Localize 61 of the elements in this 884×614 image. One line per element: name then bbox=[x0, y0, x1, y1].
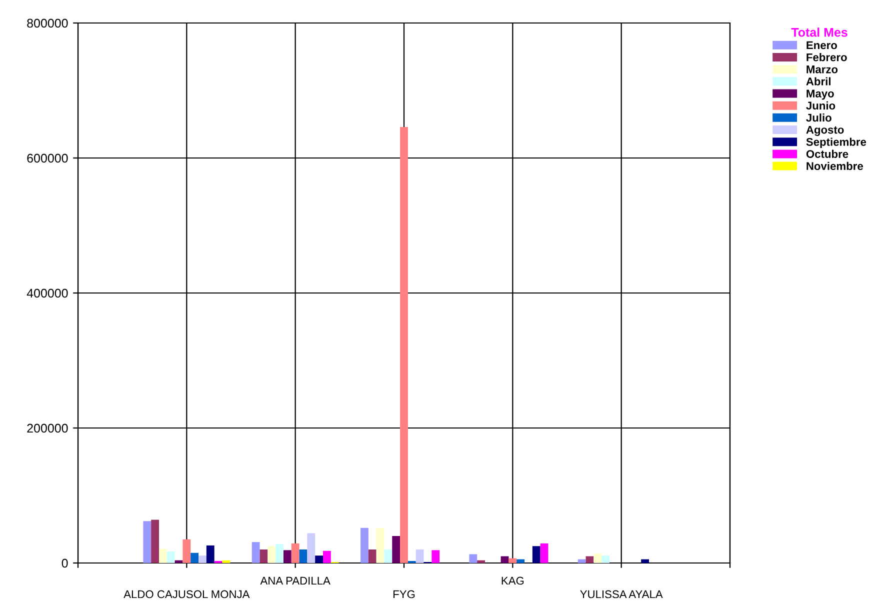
bar bbox=[291, 543, 300, 563]
bar bbox=[477, 560, 486, 563]
bar bbox=[283, 550, 292, 563]
bar bbox=[276, 544, 284, 563]
bar bbox=[222, 560, 230, 563]
bar bbox=[299, 550, 308, 563]
bar bbox=[532, 546, 540, 563]
bar bbox=[268, 546, 276, 563]
bar bbox=[252, 542, 260, 563]
bar bbox=[416, 550, 424, 563]
legend-label: Noviembre bbox=[806, 162, 863, 170]
legend-label: Mayo bbox=[806, 90, 834, 100]
legend-label: Octubre bbox=[806, 150, 848, 158]
legend-label: Agosto bbox=[806, 126, 844, 136]
y-tick-label: 400000 bbox=[26, 288, 68, 298]
bar bbox=[143, 521, 152, 563]
bar bbox=[307, 533, 316, 563]
y-tick-label: 600000 bbox=[27, 154, 68, 163]
x-tick-label: FYG bbox=[393, 590, 415, 598]
bar bbox=[602, 556, 610, 563]
bar bbox=[500, 556, 509, 563]
bar bbox=[540, 543, 548, 563]
bar bbox=[206, 545, 214, 563]
bar bbox=[322, 550, 331, 563]
bar bbox=[190, 552, 199, 563]
bar bbox=[384, 550, 392, 563]
legend-label: Marzo bbox=[806, 66, 838, 74]
bar bbox=[198, 556, 206, 563]
x-tick-label: KAG bbox=[502, 576, 524, 585]
bar bbox=[578, 559, 586, 563]
bar bbox=[400, 126, 408, 563]
legend-title: Total Mes bbox=[791, 28, 848, 37]
legend-label: Septiembre bbox=[806, 138, 866, 148]
bar bbox=[151, 520, 160, 563]
bar bbox=[594, 554, 602, 563]
bar bbox=[586, 556, 594, 563]
x-tick-label: ANA PADILLA bbox=[260, 576, 330, 585]
bar bbox=[432, 550, 440, 563]
bar bbox=[360, 528, 368, 563]
bar bbox=[315, 556, 323, 563]
bar bbox=[159, 548, 167, 563]
y-tick-label: 800000 bbox=[27, 18, 68, 28]
bar bbox=[368, 550, 376, 563]
bar bbox=[392, 536, 400, 563]
x-tick-label: ALDO CAJUSOL MONJA bbox=[124, 590, 250, 598]
bar bbox=[182, 539, 191, 563]
bar bbox=[516, 559, 525, 563]
y-tick-label: 200000 bbox=[27, 424, 68, 433]
bar bbox=[260, 550, 268, 563]
legend-label: Febrero bbox=[806, 53, 847, 62]
legend-label: Enero bbox=[806, 41, 837, 50]
y-tick-label: 0 bbox=[62, 558, 68, 568]
legend-label: Julio bbox=[806, 113, 832, 122]
bar bbox=[469, 554, 478, 563]
legend-label: Abril bbox=[806, 77, 830, 86]
bar bbox=[166, 552, 175, 563]
bar bbox=[641, 559, 649, 563]
x-tick-label: YULISSA AYALA bbox=[580, 590, 663, 598]
bar bbox=[508, 558, 517, 563]
legend-label: Junio bbox=[806, 101, 836, 110]
bar bbox=[376, 528, 384, 563]
